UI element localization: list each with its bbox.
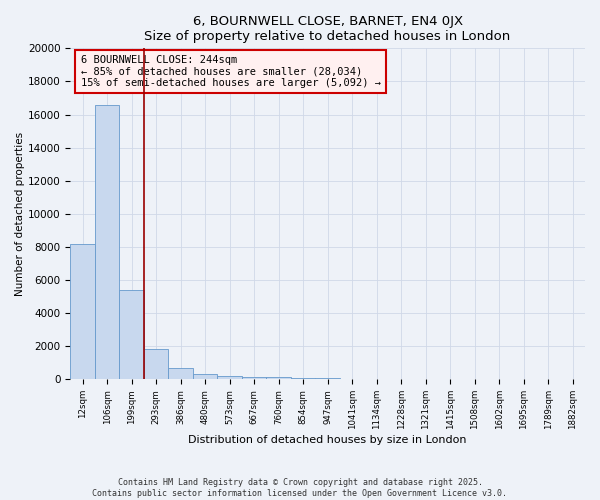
Bar — [95, 104, 119, 380]
Bar — [291, 378, 316, 380]
Bar — [70, 244, 95, 380]
Bar — [119, 290, 144, 380]
Bar — [144, 348, 168, 380]
Bar — [242, 377, 266, 380]
Y-axis label: Number of detached properties: Number of detached properties — [15, 132, 25, 296]
Bar — [316, 378, 340, 380]
Bar — [340, 378, 364, 380]
Bar — [266, 378, 291, 380]
Bar — [168, 368, 193, 380]
Title: 6, BOURNWELL CLOSE, BARNET, EN4 0JX
Size of property relative to detached houses: 6, BOURNWELL CLOSE, BARNET, EN4 0JX Size… — [145, 15, 511, 43]
Text: 6 BOURNWELL CLOSE: 244sqm
← 85% of detached houses are smaller (28,034)
15% of s: 6 BOURNWELL CLOSE: 244sqm ← 85% of detac… — [80, 55, 380, 88]
Text: Contains HM Land Registry data © Crown copyright and database right 2025.
Contai: Contains HM Land Registry data © Crown c… — [92, 478, 508, 498]
Bar — [364, 379, 389, 380]
Bar — [217, 376, 242, 380]
X-axis label: Distribution of detached houses by size in London: Distribution of detached houses by size … — [188, 435, 467, 445]
Bar — [193, 374, 217, 380]
